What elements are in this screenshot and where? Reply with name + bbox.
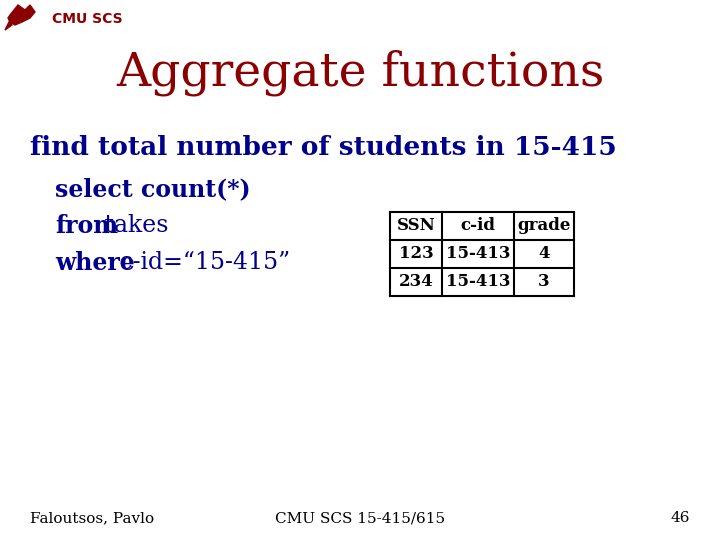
Text: 15-413: 15-413: [446, 246, 510, 262]
Text: 15-413: 15-413: [446, 273, 510, 291]
Text: 4: 4: [539, 246, 550, 262]
Text: where: where: [55, 251, 135, 275]
Text: CMU SCS: CMU SCS: [52, 12, 122, 26]
Text: grade: grade: [517, 218, 571, 234]
Text: takes: takes: [97, 214, 168, 237]
Text: c-id: c-id: [461, 218, 495, 234]
Text: 123: 123: [399, 246, 433, 262]
Text: 3: 3: [538, 273, 550, 291]
Text: find total number of students in 15-415: find total number of students in 15-415: [30, 135, 617, 160]
Polygon shape: [5, 20, 12, 30]
Polygon shape: [8, 5, 35, 25]
Text: c-id=“15-415”: c-id=“15-415”: [112, 251, 290, 274]
Text: CMU SCS 15-415/615: CMU SCS 15-415/615: [275, 511, 445, 525]
Text: 46: 46: [670, 511, 690, 525]
Text: SSN: SSN: [397, 218, 436, 234]
Text: select count(*): select count(*): [55, 177, 251, 201]
Text: Faloutsos, Pavlo: Faloutsos, Pavlo: [30, 511, 154, 525]
Text: from: from: [55, 214, 118, 238]
Text: 234: 234: [399, 273, 433, 291]
Text: Aggregate functions: Aggregate functions: [116, 50, 604, 97]
